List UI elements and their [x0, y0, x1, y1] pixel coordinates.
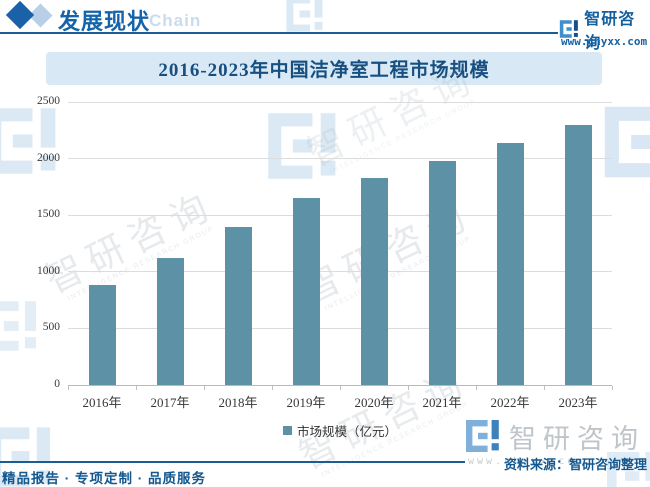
x-axis-label: 2023年: [558, 395, 598, 410]
x-axis-tick: [408, 386, 409, 390]
y-axis-label: 500: [42, 321, 60, 334]
x-axis-tick: [136, 386, 137, 390]
section-title: 发展现状: [58, 9, 151, 34]
x-axis-tick: [204, 386, 205, 390]
x-axis-tick: [68, 386, 69, 390]
brand-watermark-icon: [283, 0, 325, 36]
chart-title-banner: 2016-2023年中国洁净室工程市场规模: [46, 52, 602, 85]
gridline: [68, 214, 612, 216]
brand-watermark-text: 智研咨询 INTELLIGENCE RESEARCH GROUP: [292, 359, 477, 479]
bar-2020年: [360, 177, 388, 385]
gridline: [68, 271, 612, 273]
diamond-icon: [5, 0, 35, 30]
y-axis-label: 2500: [37, 95, 60, 107]
bar-2023年: [564, 124, 592, 385]
x-axis-label: 2022年: [490, 395, 530, 410]
y-axis-label: 2000: [37, 151, 60, 164]
brand-name: 智研咨询: [584, 11, 636, 52]
gridline: [68, 101, 612, 103]
chart-legend: 市场规模（亿元）: [68, 421, 612, 440]
header-divider: [0, 32, 558, 34]
bar-2016年: [88, 285, 116, 385]
bar-2022年: [496, 142, 524, 385]
y-axis-label: 0: [54, 378, 60, 390]
x-axis-tick: [272, 386, 273, 390]
footer-divider: [0, 461, 465, 463]
brand-watermark-icon: [0, 295, 40, 357]
x-axis-tick: [340, 386, 341, 390]
bar-2019年: [292, 198, 320, 385]
legend-swatch: [282, 426, 292, 435]
brand-watermark-text: 智研咨询 INTELLIGENCE RESEARCH GROUP: [295, 193, 480, 313]
x-axis-tick: [544, 386, 545, 390]
x-axis-label: 2019年: [286, 395, 326, 410]
x-axis-tick: [476, 386, 477, 390]
gridline: [68, 384, 612, 386]
chart-title: 2016-2023年中国洁净室工程市场规模: [158, 60, 490, 81]
x-axis-label: 2020年: [354, 395, 394, 410]
x-axis-label: 2021年: [422, 395, 462, 410]
brand-watermark-url: www.chyxx.com: [468, 456, 586, 467]
brand-logo: 智研咨询: [558, 5, 650, 53]
brand-watermark-icon: [0, 100, 60, 182]
brand-watermark-icon: [598, 98, 650, 186]
data-source: 资料来源：智研咨询整理: [503, 457, 647, 472]
y-axis-label: 1500: [37, 208, 60, 221]
x-axis-tick: [612, 386, 613, 390]
footer-services: 精品报告 · 专项定制 · 品质服务: [2, 471, 206, 486]
brand-watermark-icon: [262, 105, 340, 187]
x-axis-label: 2018年: [218, 395, 258, 410]
y-axis-label: 1000: [37, 264, 60, 277]
bar-2017年: [156, 258, 184, 385]
x-axis-label: 2017年: [150, 395, 190, 410]
brand-watermark-text: 智研咨询 INTELLIGENCE RESEARCH GROUP: [38, 183, 223, 303]
bar-2021年: [428, 160, 456, 385]
section-subtitle: Chain: [149, 11, 202, 30]
x-axis-label: 2016年: [82, 395, 122, 410]
bar-2018年: [224, 226, 252, 385]
legend-label: 市场规模（亿元）: [296, 425, 397, 439]
brand-url: www.chyxx.com: [561, 35, 648, 48]
gridline: [68, 158, 612, 160]
gridline: [68, 327, 612, 329]
